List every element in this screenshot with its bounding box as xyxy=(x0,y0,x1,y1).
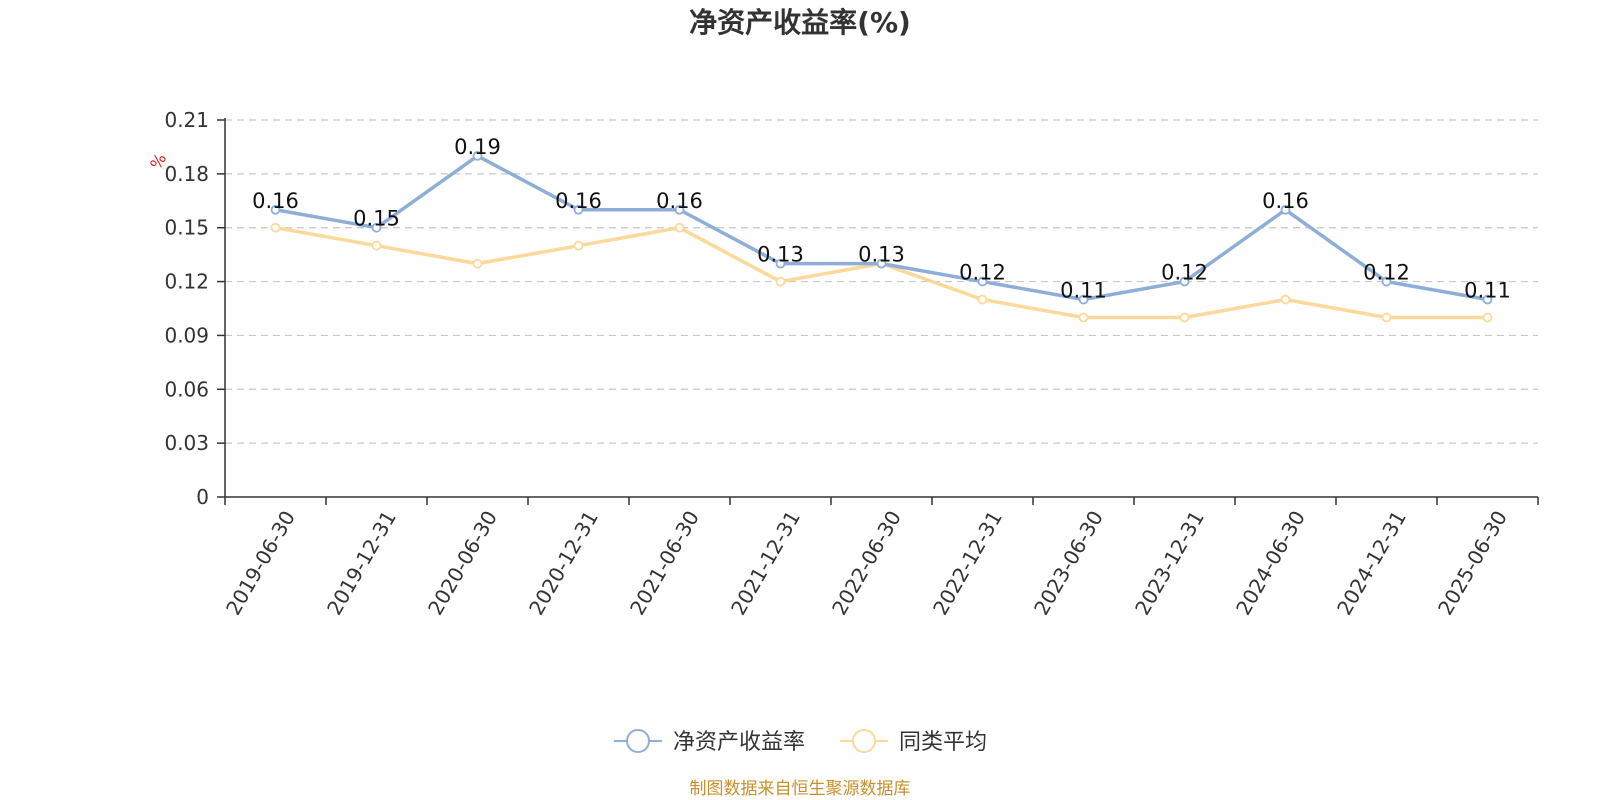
data-label-0-5: 0.13 xyxy=(757,243,804,267)
data-label-0-9: 0.12 xyxy=(1161,261,1208,285)
series-0-point-6[interactable] xyxy=(876,258,887,269)
series-0-point-12[interactable] xyxy=(1482,294,1493,305)
x-tick-label-1: 2019-12-31 xyxy=(322,507,401,620)
series-0-point-2[interactable] xyxy=(472,151,483,161)
series-1-point-10[interactable] xyxy=(1280,294,1291,305)
legend-item-0[interactable]: 净资产收益率 xyxy=(614,729,805,755)
y-tick-label-5: 0.15 xyxy=(164,216,209,240)
axes: 0 0.03 0.06 0.09 0.12 0.15 0.18 0.21 2019-06-30 2… xyxy=(164,108,1539,620)
series-1-point-4[interactable] xyxy=(674,222,685,233)
series-1-point-8[interactable] xyxy=(1078,312,1089,323)
series-1-point-1[interactable] xyxy=(371,240,382,251)
x-tick-label-4: 2021-06-30 xyxy=(625,507,704,620)
data-label-0-0: 0.16 xyxy=(252,189,299,213)
y-tick-label-7: 0.21 xyxy=(164,108,209,132)
series-lines xyxy=(270,151,1493,323)
data-label-0-11: 0.12 xyxy=(1363,261,1410,285)
chart-title: 净资产收益率(%) xyxy=(689,6,911,39)
x-tick-label-6: 2022-06-30 xyxy=(827,507,906,620)
x-tick-label-2: 2020-06-30 xyxy=(423,507,502,620)
y-tick-label-6: 0.18 xyxy=(164,162,209,186)
legend-label-1: 同类平均 xyxy=(899,730,987,755)
data-label-0-8: 0.11 xyxy=(1060,279,1107,303)
y-tick-label-1: 0.03 xyxy=(164,431,209,455)
x-tick-label-11: 2024-12-31 xyxy=(1332,507,1411,620)
legend-marker-0 xyxy=(626,729,650,753)
data-label-0-7: 0.12 xyxy=(959,261,1006,285)
series-0-point-4[interactable] xyxy=(674,204,685,215)
data-label-0-6: 0.13 xyxy=(858,243,905,267)
data-label-0-4: 0.16 xyxy=(656,189,703,213)
legend-item-1[interactable]: 同类平均 xyxy=(840,729,987,755)
series-1 xyxy=(270,222,1493,323)
series-1-point-2[interactable] xyxy=(472,258,483,269)
series-0-point-3[interactable] xyxy=(573,204,584,215)
legend-label-0: 净资产收益率 xyxy=(673,730,805,755)
data-label-0-10: 0.16 xyxy=(1262,189,1309,213)
series-0-point-9[interactable] xyxy=(1179,276,1190,287)
series-0-point-11[interactable] xyxy=(1381,276,1392,287)
data-label-0-1: 0.15 xyxy=(353,207,400,231)
data-label-0-2: 0.19 xyxy=(454,135,501,159)
x-tick-label-5: 2021-12-31 xyxy=(726,507,805,620)
series-1-point-11[interactable] xyxy=(1381,312,1392,323)
y-tick-label-2: 0.06 xyxy=(164,377,209,401)
series-0-point-0[interactable] xyxy=(270,204,281,215)
series-0-point-5[interactable] xyxy=(775,258,786,269)
y-tick-label-4: 0.12 xyxy=(164,270,209,294)
x-tick-label-9: 2023-12-31 xyxy=(1130,507,1209,620)
legend-marker-1 xyxy=(852,729,876,753)
series-1-point-7[interactable] xyxy=(977,294,988,305)
series-0 xyxy=(270,151,1493,305)
series-0-point-7[interactable] xyxy=(977,276,988,287)
y-tick-label-3: 0.09 xyxy=(164,323,209,347)
source-note: 制图数据来自恒生聚源数据库 xyxy=(690,779,911,799)
series-0-point-10[interactable] xyxy=(1280,204,1291,215)
data-labels: 0.16 0.15 0.19 0.16 0.16 0.13 0.13 0.12 0.11 0.12… xyxy=(252,135,1511,303)
x-tick-label-7: 2022-12-31 xyxy=(928,507,1007,620)
data-label-0-12: 0.11 xyxy=(1464,279,1511,303)
series-0-point-8[interactable] xyxy=(1078,294,1089,305)
x-tick-label-3: 2020-12-31 xyxy=(524,507,603,620)
x-tick-label-0: 2019-06-30 xyxy=(221,507,300,620)
grid-lines xyxy=(225,119,1538,444)
x-tick-label-12: 2025-06-30 xyxy=(1433,507,1512,620)
series-1-line xyxy=(275,225,1488,320)
series-1-point-0[interactable] xyxy=(270,222,281,233)
series-1-point-3[interactable] xyxy=(573,240,584,251)
data-label-0-3: 0.16 xyxy=(555,189,602,213)
x-tick-label-8: 2023-06-30 xyxy=(1029,507,1108,620)
series-1-point-12[interactable] xyxy=(1482,312,1493,323)
legend[interactable]: 净资产收益率 同类平均 xyxy=(614,729,987,755)
series-1-point-9[interactable] xyxy=(1179,312,1190,323)
x-tick-label-10: 2024-06-30 xyxy=(1231,507,1310,620)
series-0-point-1[interactable] xyxy=(371,222,382,233)
series-1-point-5[interactable] xyxy=(775,276,786,287)
y-tick-label-0: 0 xyxy=(196,485,209,509)
